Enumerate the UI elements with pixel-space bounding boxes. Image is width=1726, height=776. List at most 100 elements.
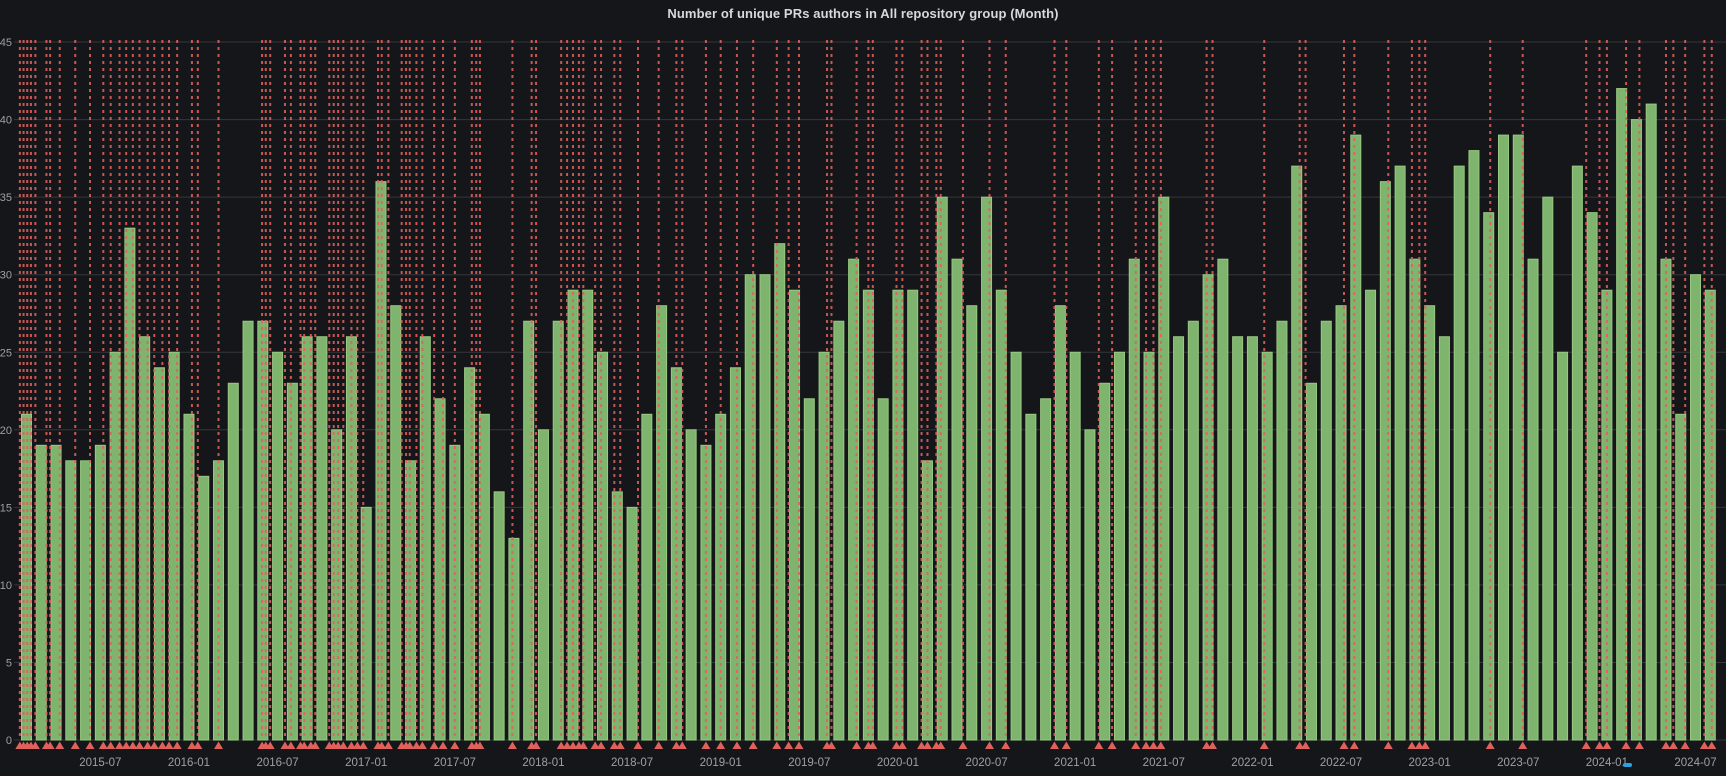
bar[interactable] [478,413,490,741]
bar[interactable] [700,444,712,741]
annotation-marker[interactable] [1339,741,1349,750]
annotation-marker[interactable] [338,741,348,750]
bar[interactable] [1305,382,1317,741]
annotation-marker[interactable] [438,741,448,750]
annotation-marker[interactable] [358,741,368,750]
bar[interactable] [1483,212,1495,741]
annotation-marker[interactable] [654,741,664,750]
bar[interactable] [744,274,756,741]
annotation-marker[interactable] [1383,741,1393,750]
bar[interactable] [1453,165,1465,741]
annotation-marker[interactable] [531,741,541,750]
annotation-marker[interactable] [633,741,643,750]
bar[interactable] [1010,351,1022,741]
bar[interactable] [316,336,328,741]
annotation-marker[interactable] [1485,741,1495,750]
bar[interactable] [656,305,668,741]
annotation-marker[interactable] [98,741,108,750]
annotation-marker[interactable] [45,741,55,750]
annotation-marker[interactable] [70,741,80,750]
bar[interactable] [936,196,948,741]
annotation-marker[interactable] [1295,741,1305,750]
annotation-marker[interactable] [784,741,794,750]
bar[interactable] [1099,382,1111,741]
bar[interactable] [552,320,564,741]
annotation-marker[interactable] [609,741,619,750]
annotation-marker[interactable] [193,741,203,750]
bar[interactable] [966,305,978,741]
annotation-marker[interactable] [1202,741,1212,750]
bar[interactable] [1246,336,1258,741]
annotation-marker[interactable] [1301,741,1311,750]
bar[interactable] [1601,289,1613,741]
bar[interactable] [892,289,904,741]
annotation-marker[interactable] [1049,741,1059,750]
bar[interactable] [833,320,845,741]
annotation-marker[interactable] [1621,741,1631,750]
bar[interactable] [981,196,993,741]
annotation-marker[interactable] [590,741,600,750]
bar[interactable] [35,444,47,741]
annotation-marker[interactable] [121,741,131,750]
annotation-marker[interactable] [507,741,517,750]
annotation-marker[interactable] [772,741,782,750]
annotation-marker[interactable] [897,741,907,750]
bar[interactable] [272,351,284,741]
annotation-marker[interactable] [1407,741,1417,750]
annotation-marker[interactable] [732,741,742,750]
annotation-marker[interactable] [417,741,427,750]
bar[interactable] [1335,305,1347,741]
annotation-marker[interactable] [299,741,309,750]
bar[interactable] [1276,320,1288,741]
bar[interactable] [493,491,505,741]
annotation-marker[interactable] [556,741,566,750]
annotation-marker[interactable] [1349,741,1359,750]
bar[interactable] [715,413,727,741]
annotation-marker[interactable] [265,741,275,750]
annotation-marker[interactable] [128,741,138,750]
annotation-marker[interactable] [701,741,711,750]
bar[interactable] [1409,258,1421,741]
bar[interactable] [1527,258,1539,741]
bar[interactable] [803,398,815,741]
annotation-marker[interactable] [1131,741,1141,750]
bar[interactable] [1173,336,1185,741]
annotation-marker[interactable] [352,741,362,750]
bar[interactable] [537,429,549,741]
bar[interactable] [1069,351,1081,741]
bar[interactable] [1704,289,1716,741]
annotation-marker[interactable] [868,741,878,750]
annotation-marker[interactable] [346,741,356,750]
bar[interactable] [1202,274,1214,741]
annotation-marker[interactable] [157,741,167,750]
annotation-marker[interactable] [1634,741,1644,750]
bar[interactable] [759,274,771,741]
annotation-marker[interactable] [85,741,95,750]
annotation-marker[interactable] [280,741,290,750]
annotation-marker[interactable] [794,741,804,750]
annotation-marker[interactable] [115,741,125,750]
bar[interactable] [951,258,963,741]
bar[interactable] [1217,258,1229,741]
bar[interactable] [729,367,741,741]
bar[interactable] [1350,134,1362,741]
bar[interactable] [1128,258,1140,741]
annotation-marker[interactable] [1107,741,1117,750]
bar[interactable] [1468,150,1480,741]
bar[interactable] [641,413,653,741]
annotation-marker[interactable] [30,741,40,750]
bar[interactable] [1025,413,1037,741]
annotation-marker[interactable] [134,741,144,750]
annotation-marker[interactable] [1668,741,1678,750]
annotation-marker[interactable] [922,741,932,750]
bar[interactable] [1084,429,1096,741]
bar[interactable] [995,289,1007,741]
annotation-marker[interactable] [429,741,439,750]
bar[interactable] [94,444,106,741]
bar[interactable] [789,289,801,741]
annotation-marker[interactable] [1148,741,1158,750]
annotation-marker[interactable] [1680,741,1690,750]
bar[interactable] [301,336,313,741]
bar[interactable] [1571,165,1583,741]
annotation-marker[interactable] [562,741,572,750]
